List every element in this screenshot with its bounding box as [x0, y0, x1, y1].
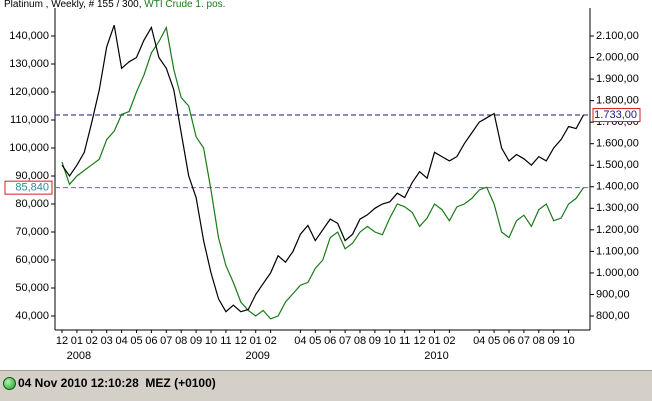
x-tick-label: 01: [71, 335, 83, 347]
y-tick-label: 90,000: [15, 170, 49, 182]
y2-tick-label: 1.900,00: [596, 73, 639, 85]
x-tick-label: 12: [413, 335, 425, 347]
y-tick-label: 80,000: [15, 198, 49, 210]
y-tick-label: 60,000: [15, 254, 49, 266]
year-label: 2009: [245, 350, 269, 362]
x-tick-label: 11: [399, 335, 410, 347]
x-tick-label: 08: [533, 335, 545, 347]
x-tick-label: 10: [384, 335, 396, 347]
x-tick-label: 01: [428, 335, 440, 347]
y-tick-label: 130,000: [9, 58, 49, 70]
x-tick-label: 04: [294, 335, 306, 347]
x-tick-label: 07: [160, 335, 172, 347]
x-tick-label: 04: [473, 335, 485, 347]
y2-tick-label: 2.100,00: [596, 30, 639, 42]
status-bar: 04 Nov 2010 12:10:28 MEZ (+0100): [0, 370, 652, 401]
y2-tick-label: 900,00: [596, 288, 630, 300]
year-label: 2008: [67, 350, 91, 362]
y2-tick-label: 1.400,00: [596, 181, 639, 193]
y-tick-label: 140,000: [9, 30, 49, 42]
x-tick-label: 12: [235, 335, 247, 347]
x-tick-label: 08: [354, 335, 366, 347]
y2-tick-label: 1.200,00: [596, 224, 639, 236]
year-label: 2010: [424, 350, 448, 362]
y2-tick-label: 1.600,00: [596, 138, 639, 150]
x-tick-label: 02: [264, 335, 276, 347]
x-tick-label: 09: [190, 335, 202, 347]
y-tick-label: 40,000: [15, 310, 49, 322]
marker-label: 1.733,00: [594, 109, 637, 121]
y-tick-label: 110,000: [10, 114, 49, 126]
x-tick-label: 06: [324, 335, 336, 347]
x-tick-label: 10: [205, 335, 217, 347]
x-tick-label: 09: [548, 335, 560, 347]
x-tick-label: 06: [145, 335, 157, 347]
series-line: [61, 25, 585, 313]
y-tick-label: 120,000: [9, 86, 49, 98]
x-tick-label: 07: [339, 335, 351, 347]
status-time: 04 Nov 2010 12:10:28 MEZ (+0100): [18, 376, 216, 390]
chart: Platinum , Weekly, # 155 / 300, WTI Crud…: [4, 0, 641, 362]
x-tick-label: 09: [369, 335, 381, 347]
y2-tick-label: 1.000,00: [596, 267, 639, 279]
y-tick-label: 50,000: [15, 282, 49, 294]
x-tick-label: 02: [443, 335, 455, 347]
y2-tick-label: 800,00: [596, 310, 630, 322]
x-tick-label: 10: [562, 335, 574, 347]
y2-tick-label: 1.500,00: [596, 159, 639, 171]
marker-box: [592, 108, 641, 123]
x-tick-label: 11: [220, 335, 231, 347]
y-tick-label: 70,000: [15, 226, 49, 238]
x-tick-label: 04: [115, 335, 127, 347]
status-icon: [3, 377, 16, 390]
x-tick-label: 07: [518, 335, 530, 347]
x-tick-label: 06: [503, 335, 515, 347]
x-tick-label: 02: [86, 335, 98, 347]
y2-tick-label: 1.100,00: [596, 245, 639, 257]
x-tick-label: 05: [488, 335, 500, 347]
y-tick-label: 100,000: [9, 142, 49, 154]
x-tick-label: 08: [175, 335, 187, 347]
x-tick-label: 05: [309, 335, 321, 347]
y2-tick-label: 1.700,00: [596, 116, 639, 128]
x-tick-label: 01: [250, 335, 262, 347]
marker-box: [4, 180, 53, 195]
title-secondary: WTI Crude 1. pos.: [144, 0, 225, 10]
series-line: [61, 25, 584, 320]
chart-title: Platinum , Weekly, # 155 / 300, WTI Crud…: [4, 0, 225, 10]
x-tick-label: 12: [56, 335, 68, 347]
marker-label: 85,840: [15, 182, 49, 194]
y2-tick-label: 1.800,00: [596, 95, 639, 107]
y2-tick-label: 1.300,00: [596, 202, 639, 214]
x-tick-label: 05: [130, 335, 142, 347]
y2-tick-label: 2.000,00: [596, 51, 639, 63]
title-main: Platinum , Weekly, # 155 / 300,: [4, 0, 141, 10]
x-tick-label: 03: [101, 335, 113, 347]
